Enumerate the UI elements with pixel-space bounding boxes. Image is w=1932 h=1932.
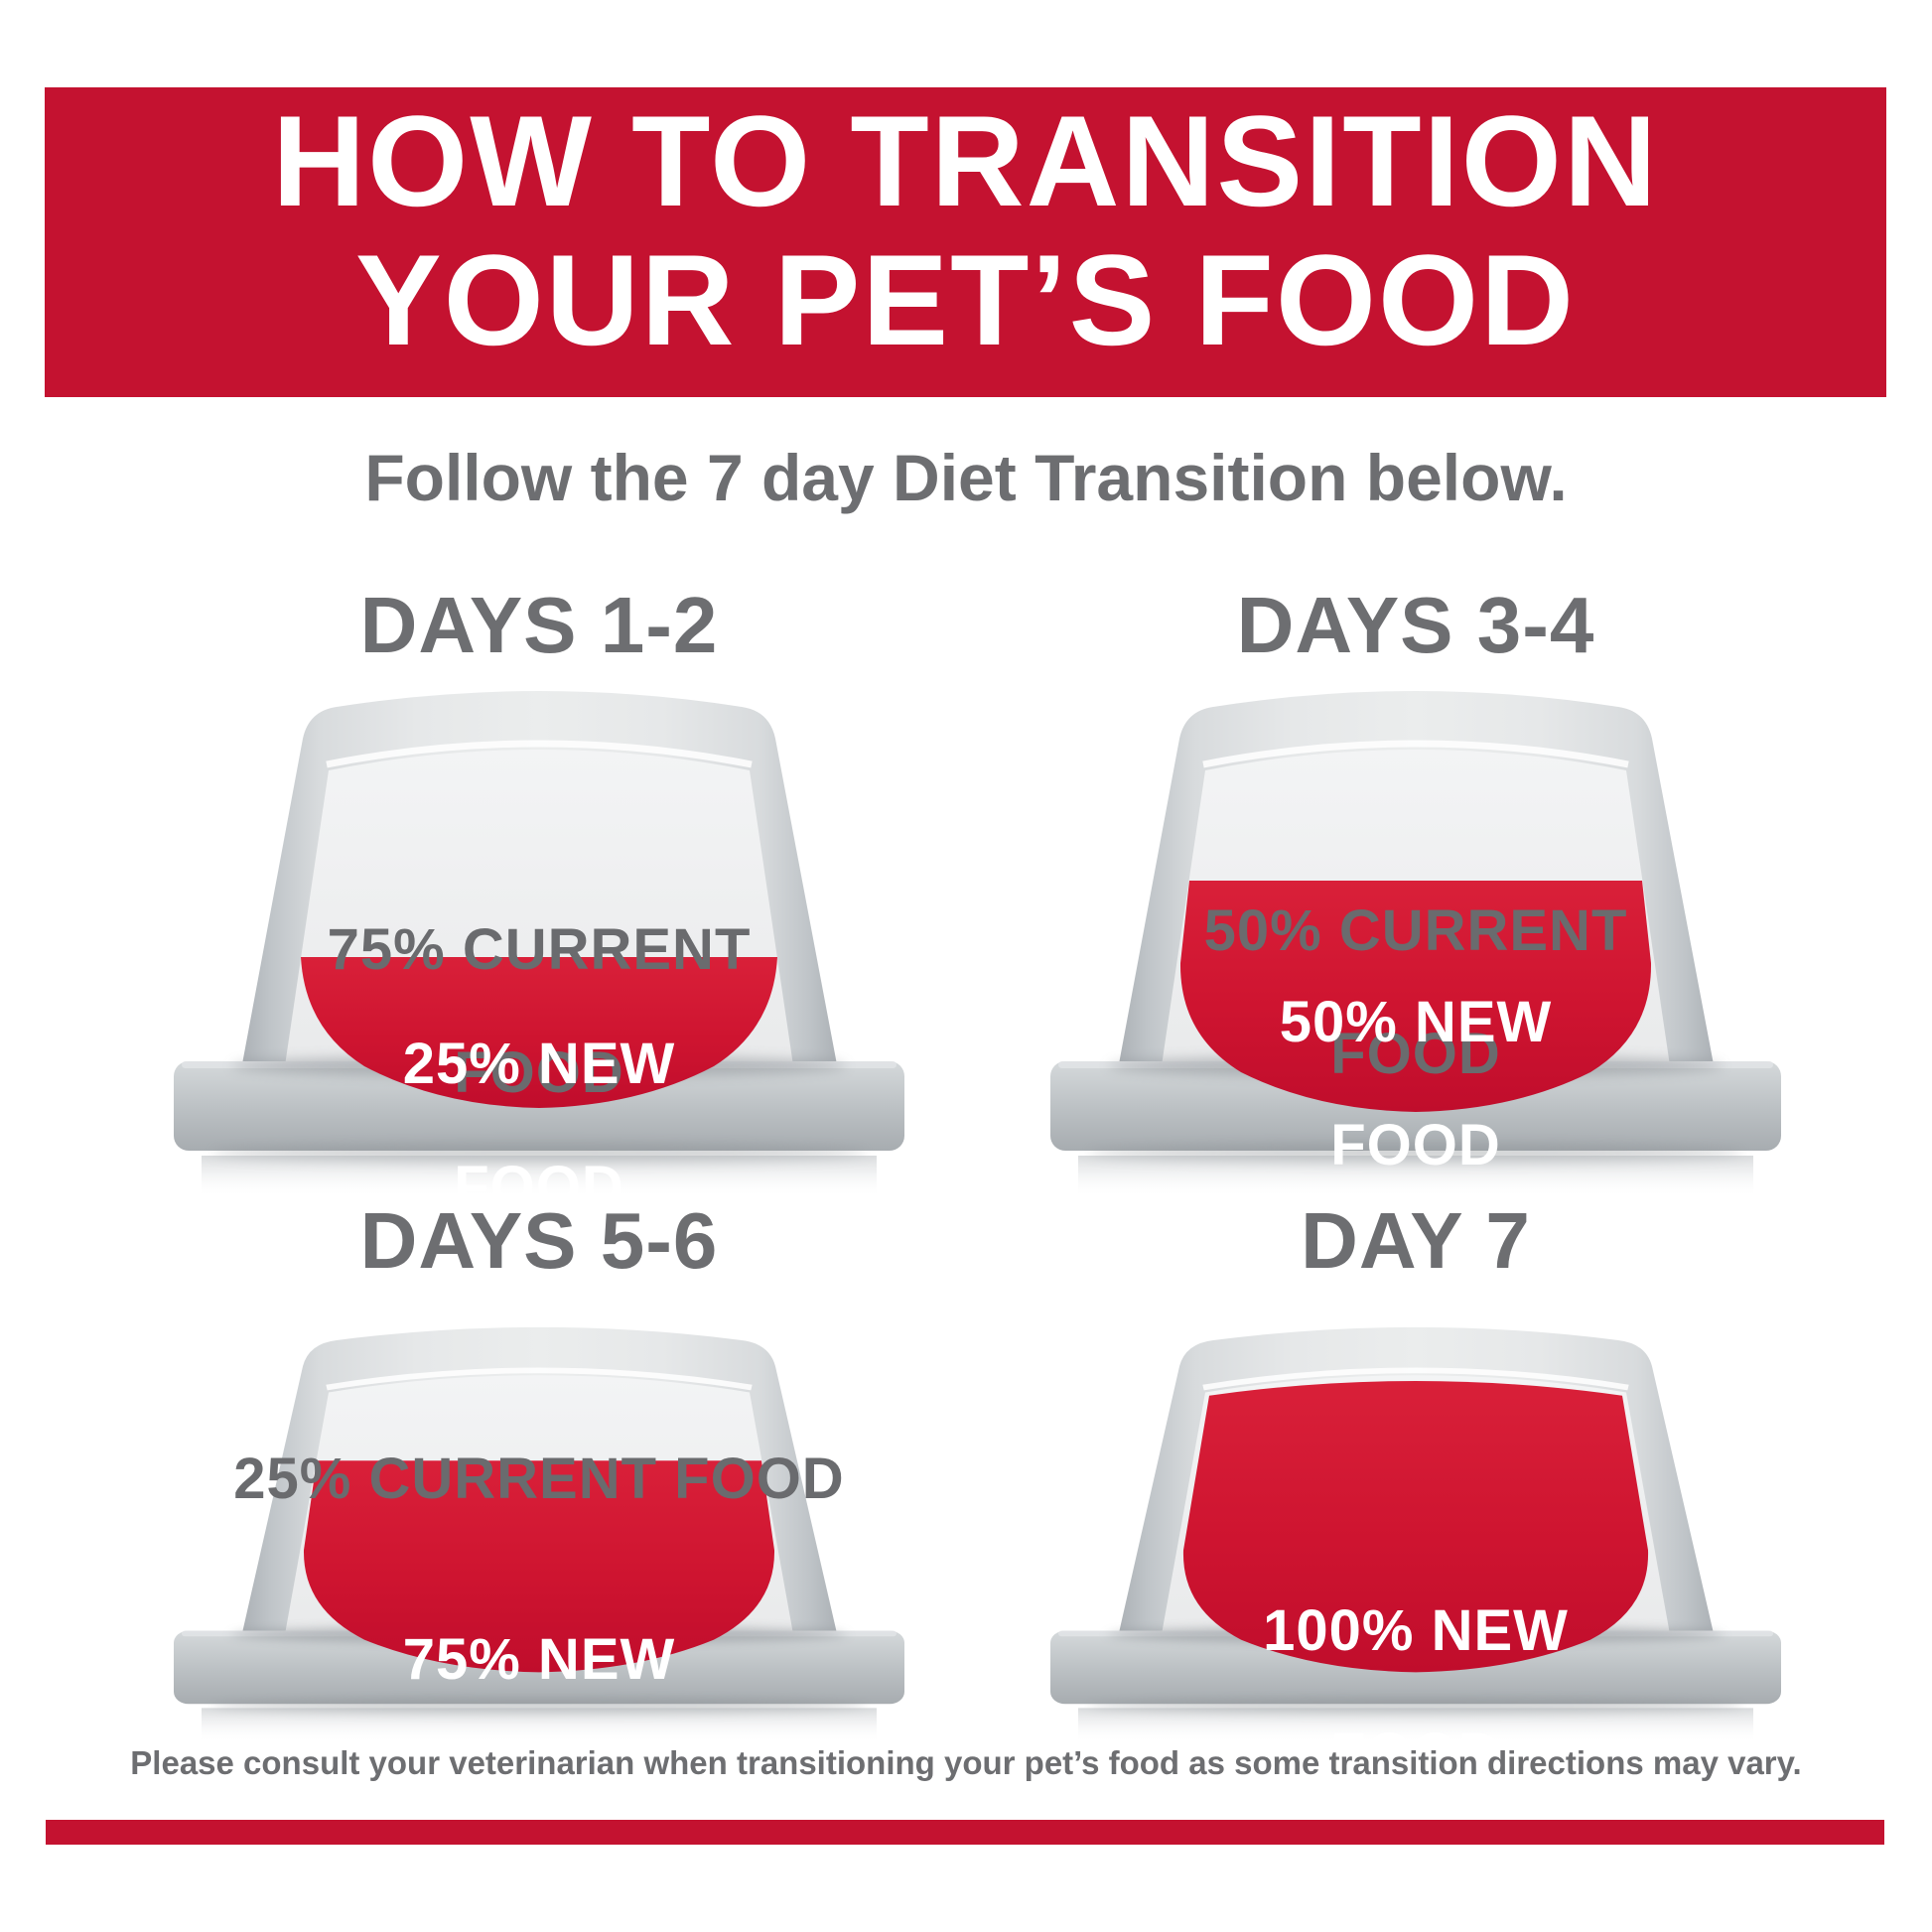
food-bag-graphic-75 — [162, 1282, 916, 1741]
transition-step-day-7: 100% NEW FOOD — [1038, 1282, 1793, 1785]
page-title-line-1: HOW TO TRANSITION — [272, 88, 1659, 233]
subtitle-text: Follow the 7 day Diet Transition below. — [364, 441, 1568, 514]
step-heading-days-5-6: DAYS 5-6 — [359, 1196, 719, 1285]
new-food-label: 50% NEW FOOD — [1279, 990, 1553, 1177]
new-food-fill-75 — [303, 1460, 775, 1673]
food-bag-graphic-50 — [1038, 635, 1793, 1196]
new-food-fill-100 — [1182, 1380, 1649, 1673]
new-food-label: 25% NEW FOOD — [402, 1032, 676, 1219]
disclaimer-text: Please consult your veterinarian when tr… — [130, 1744, 1802, 1781]
current-food-label: 50% CURRENT FOOD — [1203, 898, 1628, 1086]
new-food-label: 100% NEW FOOD — [1263, 1598, 1569, 1786]
page-title-line-2: YOUR PET’S FOOD — [354, 227, 1576, 372]
new-food-fill-25 — [301, 957, 777, 1108]
step-heading-day-7: DAY 7 — [1301, 1196, 1531, 1285]
new-food-fill-50 — [1179, 881, 1652, 1112]
food-bag-graphic-25 — [162, 635, 916, 1196]
footer-red-bar — [46, 1820, 1884, 1845]
transition-step-days-1-2: 75% CURRENT FOOD 25% NEW FOOD — [162, 635, 916, 1218]
step-heading-days-3-4: DAYS 3-4 — [1236, 581, 1595, 669]
new-food-label: 75% NEW FOOD — [402, 1627, 676, 1811]
transition-step-days-3-4: 50% CURRENT FOOD 50% NEW FOOD — [1038, 635, 1793, 1196]
transition-step-days-5-6: 25% CURRENT FOOD 75% NEW FOOD — [162, 1282, 916, 1809]
current-food-label: 25% CURRENT FOOD — [233, 1447, 845, 1511]
header-banner: HOW TO TRANSITION YOUR PET’S FOOD — [45, 87, 1886, 397]
step-heading-days-1-2: DAYS 1-2 — [359, 581, 719, 669]
current-food-label: 75% CURRENT FOOD — [327, 917, 752, 1105]
food-bag-graphic-100 — [1038, 1282, 1793, 1741]
